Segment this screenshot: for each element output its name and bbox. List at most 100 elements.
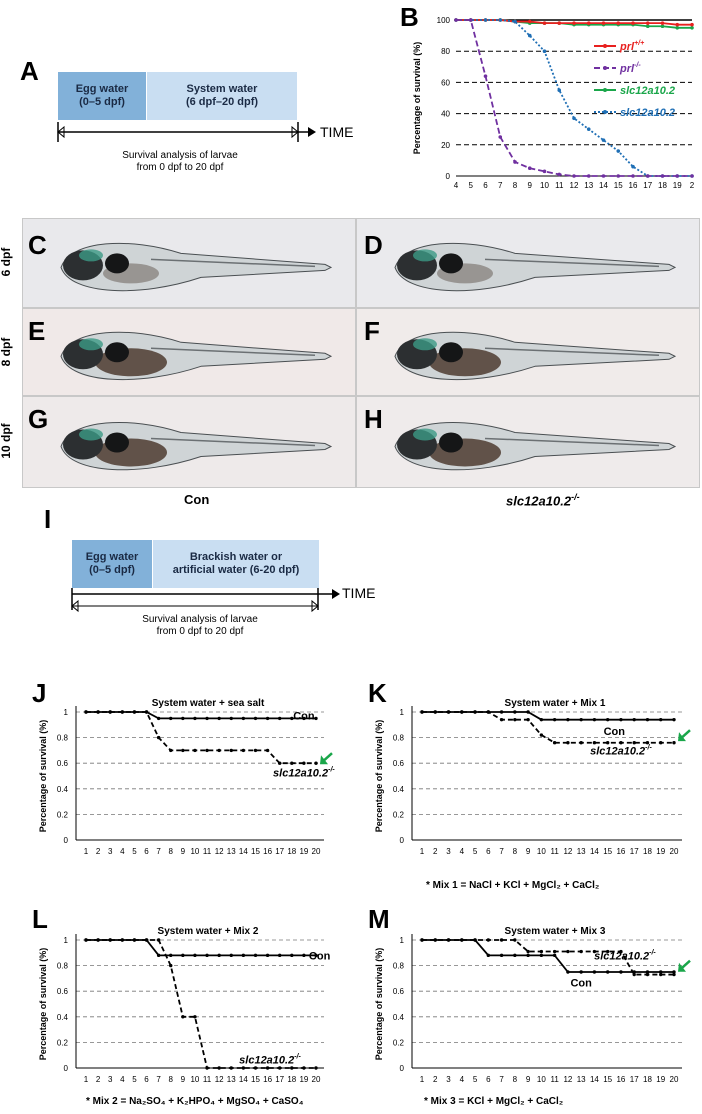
photo-c-wildtype-6dpf (22, 218, 356, 308)
data-point-b (616, 21, 621, 25)
data-point-j (144, 710, 149, 714)
data-point-l (181, 953, 185, 958)
data-point-k (605, 717, 610, 722)
data-point-j (277, 716, 282, 721)
y-tick-label-b: 100 (437, 16, 451, 25)
data-point-k (513, 717, 517, 722)
data-point-j (229, 716, 233, 721)
panel-label-c: C (28, 230, 47, 260)
y-axis-label-l: Percentage of survival (%) (38, 948, 48, 1061)
x-tick-label-m: 20 (670, 1075, 679, 1084)
time-label-a: TIME (320, 124, 354, 140)
legend-entry-b: prl-/- (619, 62, 641, 75)
data-point-l (253, 1066, 258, 1070)
data-point-m (526, 953, 530, 958)
y-tick-label-l: 0.6 (57, 987, 69, 996)
y-tick-label-l: 0.4 (57, 1013, 69, 1022)
series-line-l (86, 939, 316, 1069)
con-series-label-l: Con (309, 951, 331, 963)
data-point-k (446, 710, 451, 714)
x-tick-label-b: 13 (584, 181, 593, 190)
data-point-l (108, 938, 112, 942)
y-tick-label-m: 0.4 (393, 1013, 405, 1022)
data-point-j (290, 761, 294, 765)
x-tick-label-k: 19 (656, 847, 665, 856)
x-tick-label-l: 11 (203, 1075, 212, 1084)
data-point-k (672, 717, 676, 722)
y-tick-label-k: 1 (400, 708, 405, 717)
data-point-b (645, 24, 650, 29)
data-point-j (120, 710, 125, 714)
data-point-j (108, 710, 112, 714)
data-point-j (253, 716, 258, 721)
series-line-m (422, 939, 674, 976)
x-tick-label-k: 1 (420, 847, 425, 856)
chart-title-l: System water + Mix 2 (158, 926, 259, 937)
data-point-b (542, 49, 547, 53)
y-tick-label-j: 0.2 (57, 810, 69, 819)
data-point-k (645, 741, 650, 745)
data-point-k (619, 741, 623, 745)
data-point-j (253, 748, 258, 753)
data-point-m (486, 953, 491, 958)
data-point-j (169, 748, 173, 753)
mix2-footnote: * Mix 2 = Na₂SO₄ + K₂HPO₄ + MgSO₄ + CaSO… (86, 1096, 304, 1107)
panel-label-j: J (32, 678, 47, 708)
data-point-j (217, 716, 221, 721)
data-point-b (675, 22, 680, 27)
x-tick-label-j: 17 (275, 847, 284, 856)
x-tick-label-l: 17 (275, 1075, 284, 1084)
x-tick-label-l: 19 (299, 1075, 308, 1084)
brackish-water-line2: artificial water (6-20 dpf) (172, 564, 300, 576)
data-point-b (690, 174, 694, 178)
egg-water-line1: Egg water (75, 83, 129, 95)
data-point-b (527, 19, 532, 24)
x-tick-label-j: 14 (239, 847, 248, 856)
panel-a-timeline (57, 122, 316, 142)
series-line-k (422, 711, 674, 721)
data-point-j (277, 761, 282, 765)
x-tick-label-m: 19 (656, 1075, 665, 1084)
data-point-k (499, 717, 504, 722)
panel-label-i: I (44, 504, 52, 534)
data-point-b (454, 18, 458, 22)
brackish-water-box: Brackish water or artificial water (6-20 … (153, 540, 319, 588)
x-tick-label-j: 1 (84, 847, 89, 856)
data-point-b (616, 174, 621, 178)
green-arrow-icon-k (678, 729, 691, 742)
x-tick-label-k: 18 (643, 847, 652, 856)
data-point-b (557, 21, 562, 25)
x-tick-label-l: 10 (190, 1075, 199, 1084)
x-tick-label-k: 14 (590, 847, 599, 856)
data-point-b (572, 174, 576, 178)
data-point-l (314, 1066, 318, 1070)
data-point-l (193, 1015, 197, 1019)
y-axis-label-m: Percentage of survival (%) (374, 948, 384, 1061)
data-point-l (144, 938, 149, 942)
photo-d-mutant-6dpf (356, 218, 700, 308)
data-point-m (579, 949, 583, 954)
data-point-k (460, 710, 464, 714)
panel-label-d: D (364, 230, 383, 260)
panel-label-g: G (28, 404, 49, 434)
x-tick-label-k: 2 (433, 847, 438, 856)
data-point-k (420, 710, 424, 714)
survival-caption-i: Survival analysis of larvae from 0 dpf t… (100, 614, 300, 638)
data-point-k (632, 741, 636, 745)
data-point-l (193, 953, 197, 958)
mix3-footnote: * Mix 3 = KCl + MgCl₂ + CaCl₂ (424, 1096, 564, 1107)
data-point-l (169, 963, 173, 968)
x-tick-label-m: 1 (420, 1075, 425, 1084)
panel-label-m: M (368, 904, 390, 934)
data-point-m (592, 970, 597, 974)
data-point-b (542, 21, 547, 25)
data-point-l (217, 953, 221, 958)
x-tick-label-b: 12 (570, 181, 579, 190)
data-point-b (631, 174, 635, 178)
data-point-m (499, 953, 504, 958)
data-point-j (193, 748, 197, 753)
x-tick-label-b: 17 (643, 181, 652, 190)
data-point-b (660, 174, 665, 178)
con-series-label-m: Con (570, 978, 592, 990)
data-point-l (229, 1066, 233, 1070)
